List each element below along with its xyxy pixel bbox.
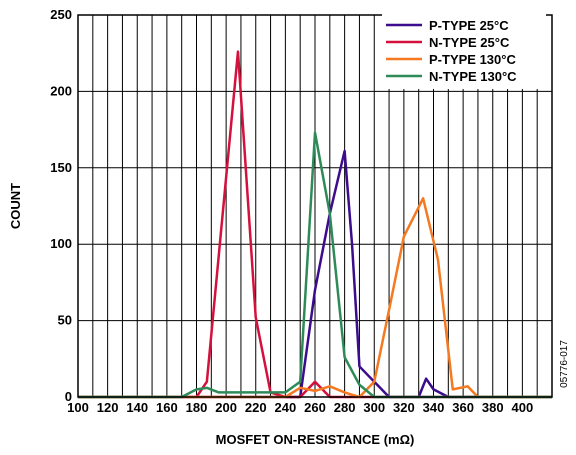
y-tick-label: 50 (58, 313, 72, 328)
y-axis-label: COUNT (8, 183, 23, 229)
y-tick-label: 200 (50, 83, 72, 98)
x-tick-label: 260 (304, 400, 326, 415)
legend: P-TYPE 25°C N-TYPE 25°C P-TYPE 130°C N-TYPE… (382, 13, 546, 89)
x-axis-label: MOSFET ON-RESISTANCE (mΩ) (216, 432, 415, 447)
x-tick-label: 140 (126, 400, 148, 415)
y-tick-label: 150 (50, 160, 72, 175)
plot-frame (77, 14, 553, 398)
y-tick-label: 250 (50, 7, 72, 22)
x-tick-label: 180 (186, 400, 208, 415)
x-tick-label: 120 (97, 400, 119, 415)
x-tick-label: 300 (363, 400, 385, 415)
x-tick-label: 340 (423, 400, 445, 415)
x-tick-label: 240 (275, 400, 297, 415)
x-tick-label: 400 (512, 400, 534, 415)
legend-label: P-TYPE 25°C (429, 18, 509, 33)
x-tick-label: 200 (215, 400, 237, 415)
figure-id: 05776-017 (559, 340, 570, 388)
x-tick-label: 320 (393, 400, 415, 415)
x-tick-label: 360 (452, 400, 474, 415)
x-tick-label: 280 (334, 400, 356, 415)
x-tick-label: 380 (482, 400, 504, 415)
legend-label: N-TYPE 25°C (429, 35, 510, 50)
y-tick-labels: 0 50 100 150 200 250 (50, 7, 72, 404)
series-line (78, 197, 552, 399)
x-tick-label: 100 (67, 400, 89, 415)
x-tick-label: 160 (156, 400, 178, 415)
legend-label: N-TYPE 130°C (429, 69, 517, 84)
x-tick-labels: 100 120 140 160 180 200 220 240 260 280 300 320 340 3… (67, 400, 533, 415)
series-line (78, 149, 552, 399)
series-line (78, 131, 552, 399)
y-tick-label: 100 (50, 236, 72, 251)
x-tick-label: 220 (245, 400, 267, 415)
y-tick-label: 0 (65, 389, 72, 404)
grid-lines (78, 15, 552, 397)
legend-label: P-TYPE 130°C (429, 52, 516, 67)
